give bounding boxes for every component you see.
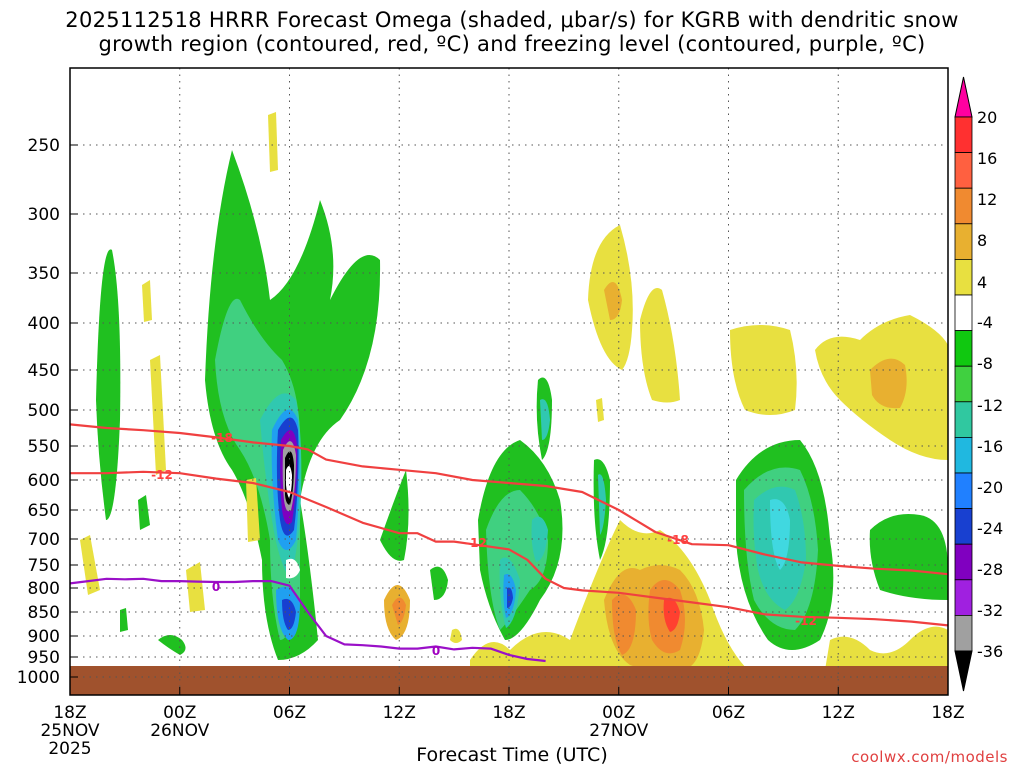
colorbar-segment [954, 330, 973, 367]
dgz-contour-line [70, 470, 948, 627]
dgz-upper-label: -18 [667, 533, 689, 547]
y-tick-label: 500 [28, 401, 60, 421]
y-tick-label: 800 [28, 579, 60, 599]
chart-title-line2: growth region (contoured, red, ºC) and f… [98, 32, 926, 56]
x-tick-label: 06Z [273, 703, 306, 723]
colorbar-segment [954, 543, 973, 581]
colorbar-label: -20 [977, 478, 1003, 497]
x-tick-label: 18Z [931, 703, 964, 723]
dgz-upper-label: -18 [211, 431, 233, 445]
colorbar-label: -36 [977, 642, 1003, 661]
y-tick-label: 300 [28, 205, 60, 225]
colorbar-label: -8 [977, 354, 993, 373]
omega-colorbar: 20 16 12 8 4 -4 -8 -12 -16 -20 -24 -28 -32 -36 [954, 76, 1003, 692]
x-axis-label: Forecast Time (UTC) [416, 744, 608, 766]
chart-title-line1: 2025112518 HRRR Forecast Omega (shaded, … [65, 8, 959, 32]
colorbar-label: 12 [977, 190, 997, 209]
colorbar-segment [954, 258, 973, 296]
y-tick-label: 950 [28, 648, 60, 668]
y-tick-label: 550 [28, 437, 60, 457]
y-tick-label: 900 [28, 627, 60, 647]
colorbar-segment [954, 223, 973, 260]
y-tick-label: 1000 [17, 668, 60, 688]
colorbar-segment [954, 508, 973, 545]
y-tick-label: 750 [28, 556, 60, 576]
x-tick-label: 12Z [383, 703, 416, 723]
colorbar-label: -16 [977, 437, 1003, 456]
x-tick-label: 25NOV [40, 721, 99, 741]
dgz-lower-label: -12 [795, 614, 817, 628]
colorbar-top-arrow [954, 76, 973, 118]
y-tick-label: 350 [28, 264, 60, 284]
colorbar-label: 4 [977, 273, 987, 292]
y-tick-label: 450 [28, 361, 60, 381]
colorbar-label: -4 [977, 313, 993, 332]
y-tick-label: 700 [28, 530, 60, 550]
freezing-level-label: 0 [212, 580, 220, 594]
x-tick-label: 12Z [822, 703, 855, 723]
colorbar-segment [954, 401, 973, 438]
dgz-contour-line [70, 423, 948, 576]
dgz-lower-label: -12 [465, 536, 487, 550]
colorbar-segment [954, 365, 973, 403]
dgz-lower-label: -12 [151, 468, 173, 482]
x-tick-label: 18Z [53, 703, 86, 723]
colorbar-label: 8 [977, 231, 987, 250]
freezing-level-label: 0 [432, 644, 440, 658]
y-tick-label: 650 [28, 501, 60, 521]
y-tick-label: 850 [28, 603, 60, 623]
colorbar-label: 20 [977, 108, 997, 127]
colorbar-segment [954, 116, 973, 153]
colorbar-segment [954, 615, 973, 652]
colorbar-label: -12 [977, 396, 1003, 415]
colorbar-segment [954, 294, 973, 331]
y-tick-label: 400 [28, 314, 60, 334]
x-tick-label: 27NOV [589, 721, 648, 741]
colorbar-segment [954, 472, 973, 509]
x-tick-label: 18Z [492, 703, 525, 723]
colorbar-segment [954, 187, 973, 225]
colorbar-segment [954, 152, 973, 189]
colorbar-label: -28 [977, 560, 1003, 579]
credit-text: coolwx.com/models [851, 748, 1008, 766]
x-tick-label: 2025 [48, 739, 91, 759]
colorbar-segment [954, 579, 973, 616]
colorbar-label: 16 [977, 149, 997, 168]
freezing-level-line [70, 577, 546, 663]
colorbar-bottom-arrow [954, 650, 973, 692]
contour-lines [70, 423, 948, 663]
colorbar-segment [954, 436, 973, 474]
y-tick-label: 250 [28, 136, 60, 156]
y-tick-label: 600 [28, 471, 60, 491]
y-axis-ticks: 250 300 350 400 450 500 550 600 650 700 750 800 850 9… [17, 136, 78, 688]
x-tick-label: 26NOV [150, 721, 209, 741]
colorbar-label: -24 [977, 519, 1003, 538]
x-tick-label: 00Z [602, 703, 635, 723]
contour-labels: -18 -18 -12 -12 -12 0 0 [151, 431, 817, 658]
x-tick-label: 00Z [163, 703, 196, 723]
colorbar-label: -32 [977, 601, 1003, 620]
x-tick-label: 06Z [712, 703, 745, 723]
